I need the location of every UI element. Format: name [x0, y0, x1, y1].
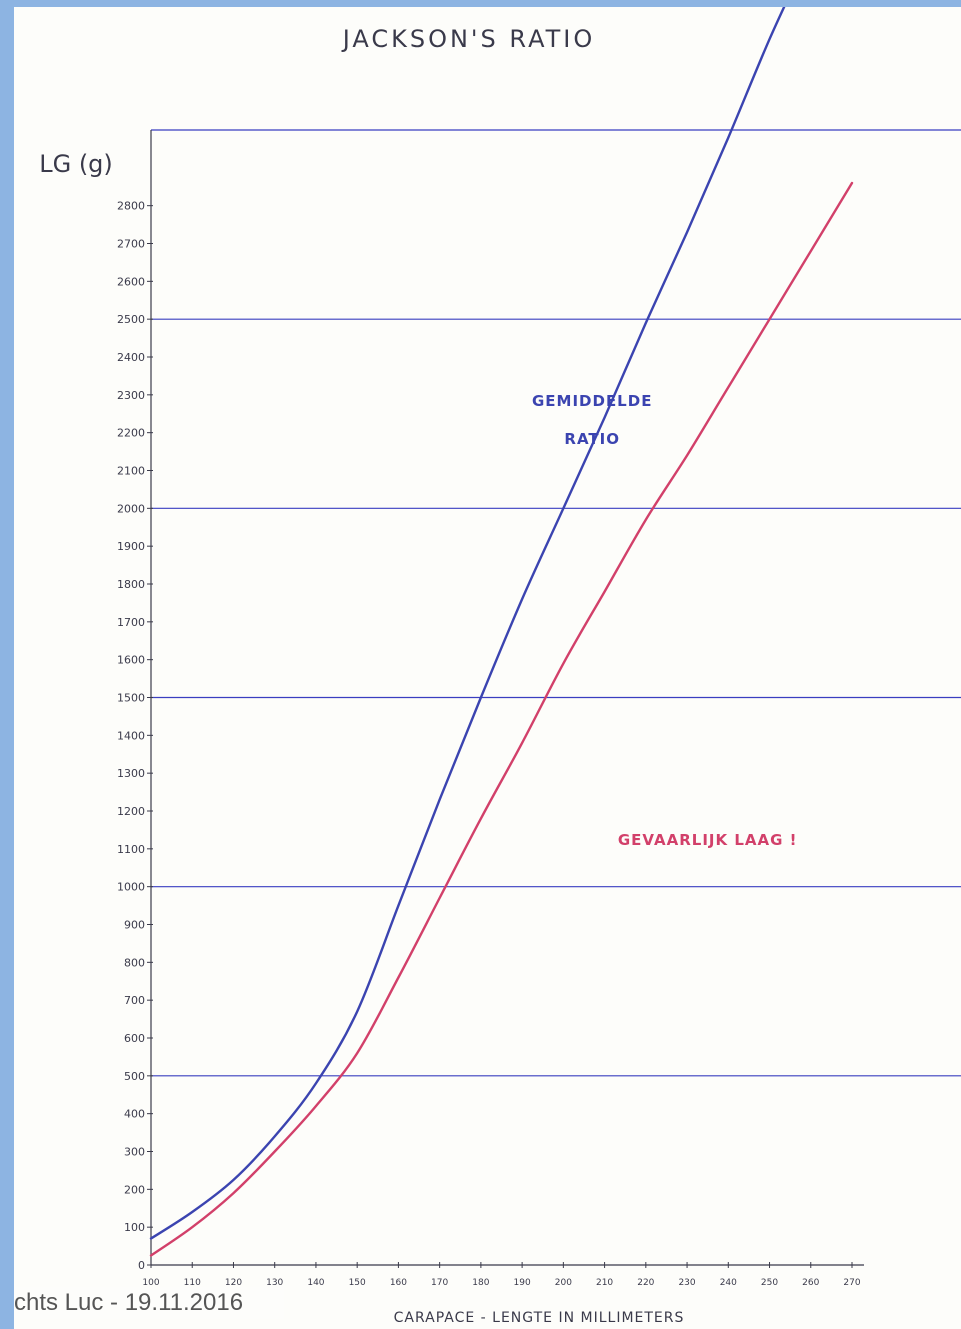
x-tick-label: 190	[514, 1278, 531, 1288]
annotation-label: GEVAARLIJK LAAG !	[618, 831, 798, 849]
x-tick-label: 110	[184, 1278, 201, 1288]
x-tick-label: 220	[637, 1278, 654, 1288]
chart-title: JACKSON'S RATIO	[341, 25, 596, 53]
x-tick-label: 150	[349, 1278, 366, 1288]
y-tick-label: 400	[124, 1108, 145, 1121]
y-tick-label: 0	[138, 1259, 145, 1272]
x-tick-label: 100	[142, 1278, 159, 1288]
y-tick-label: 2100	[117, 465, 145, 478]
y-tick-labels: 0 100 200 300 400 500 600 700 800 900 1000 1100 1200…	[117, 200, 153, 1272]
y-tick-label: 1400	[117, 729, 145, 742]
x-tick-label: 250	[761, 1278, 778, 1288]
jackson-ratio-chart: JACKSON'S RATIO LG (g) CARAPACE - LENGTE…	[39, 7, 961, 1326]
x-tick-label: 270	[843, 1278, 860, 1288]
y-tick-label: 2700	[117, 238, 145, 251]
x-tick-label: 240	[720, 1278, 737, 1288]
x-tick-label: 140	[307, 1278, 324, 1288]
x-tick-labels: 100 110 120 130 140 150 160 170 180 190 200 210 220 2…	[142, 1262, 861, 1288]
y-tick-label: 800	[124, 956, 145, 969]
graph-paper: JACKSON'S RATIO LG (g) CARAPACE - LENGTE…	[14, 7, 961, 1329]
y-tick-label: 2400	[117, 351, 145, 364]
x-tick-label: 210	[596, 1278, 613, 1288]
y-axis-label: LG (g)	[39, 150, 113, 178]
series-line-dangerous	[149, 181, 854, 1257]
y-tick-label: 2800	[117, 200, 145, 213]
y-tick-label: 100	[124, 1221, 145, 1234]
x-tick-label: 130	[266, 1278, 283, 1288]
x-tick-label: 200	[555, 1278, 572, 1288]
y-tick-label: 200	[124, 1183, 145, 1196]
y-tick-label: 300	[124, 1146, 145, 1159]
y-tick-label: 1900	[117, 540, 145, 553]
x-tick-label: 180	[472, 1278, 489, 1288]
x-tick-label: 160	[390, 1278, 407, 1288]
series-lines	[149, 7, 854, 1257]
y-tick-label: 2300	[117, 389, 145, 402]
y-tick-label: 2000	[117, 502, 145, 515]
y-tick-label: 2200	[117, 427, 145, 440]
y-tick-label: 2600	[117, 275, 145, 288]
y-tick-label: 1800	[117, 578, 145, 591]
y-tick-label: 900	[124, 919, 145, 932]
y-tick-label: 1700	[117, 616, 145, 629]
x-tick-label: 120	[225, 1278, 242, 1288]
annotation-label: RATIO	[564, 430, 620, 448]
x-tick-label: 260	[802, 1278, 819, 1288]
y-tick-label: 1500	[117, 692, 145, 705]
y-tick-label: 1200	[117, 805, 145, 818]
footer-credit: chts Luc - 19.11.2016	[14, 1287, 284, 1319]
y-tick-label: 2500	[117, 313, 145, 326]
y-tick-label: 1600	[117, 654, 145, 667]
x-tick-label: 230	[678, 1278, 695, 1288]
x-tick-label: 170	[431, 1278, 448, 1288]
annotations: GEMIDDELDE RATIO GEVAARLIJK LAAG !	[532, 392, 798, 849]
series-line-average	[149, 7, 786, 1240]
gridlines	[151, 129, 961, 1077]
y-tick-label: 700	[124, 994, 145, 1007]
y-tick-label: 500	[124, 1070, 145, 1083]
annotation-label: GEMIDDELDE	[532, 392, 652, 410]
y-tick-label: 1300	[117, 767, 145, 780]
x-axis-label: CARAPACE - LENGTE IN MILLIMETERS	[394, 1310, 685, 1326]
y-tick-label: 1100	[117, 843, 145, 856]
y-tick-label: 600	[124, 1032, 145, 1045]
y-tick-label: 1000	[117, 881, 145, 894]
